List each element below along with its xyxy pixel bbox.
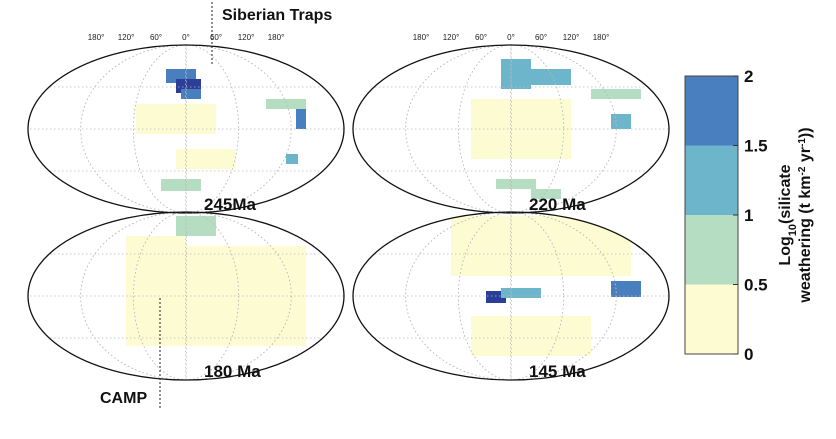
colorbar-label: Log10(silicate	[777, 164, 799, 265]
longitude-label: 60°	[150, 33, 162, 42]
map-outline	[27, 211, 345, 381]
map-outline	[352, 211, 670, 381]
longitude-label: 120°	[563, 33, 580, 42]
longitude-label: 0°	[182, 33, 190, 42]
weathering-patch	[266, 99, 306, 109]
label-part: ))	[797, 127, 814, 138]
colorbar-band	[685, 76, 738, 146]
longitude-label: 120°	[118, 33, 135, 42]
map-panel	[28, 212, 344, 380]
weathering-patch	[501, 59, 531, 89]
colorbar-tick-label: 2	[744, 67, 753, 86]
map-panel	[353, 45, 669, 213]
longitude-label: 60°	[210, 33, 222, 42]
weathering-patch	[126, 236, 186, 246]
label-part: weathering (t km	[797, 175, 814, 303]
weathering-patch	[501, 288, 541, 298]
weathering-patch	[611, 281, 641, 297]
colorbar-tick-label: 0	[744, 345, 753, 364]
colorbar-tick-label: 1.5	[744, 137, 768, 156]
longitude-label: 180°	[593, 33, 610, 42]
colorbar-band	[685, 145, 738, 215]
colorbar-band	[685, 215, 738, 285]
panel-label: 180 Ma	[204, 362, 261, 381]
colorbar-band	[685, 284, 738, 354]
map-panel	[28, 45, 344, 213]
longitude-label: 0°	[507, 33, 515, 42]
weathering-patch	[531, 189, 561, 199]
longitude-label: 180°	[268, 33, 285, 42]
weathering-patch	[126, 246, 306, 346]
maps: 245Ma 180° 120° 60° 0° 60° 120° 180° 220 Ma 180° 1…	[27, 33, 670, 381]
weathering-patch	[181, 89, 201, 99]
weathering-patch	[296, 109, 306, 129]
label-part: -2	[797, 166, 808, 175]
label-part: yr	[797, 147, 814, 167]
label-part: 10	[787, 224, 799, 236]
panel-label: 145 Ma	[529, 362, 586, 381]
colorbar: 0 0.5 1 1.5 2	[684, 67, 768, 364]
panel-label: 220 Ma	[529, 195, 586, 214]
colorbar-label: weathering (t km-2 yr-1))	[797, 127, 815, 303]
label-part: Log	[777, 236, 794, 265]
weathering-patch	[161, 179, 201, 191]
weathering-patch	[136, 104, 216, 134]
weathering-patch	[176, 216, 216, 236]
longitude-label: 180°	[413, 33, 430, 42]
label-part: -1	[797, 138, 808, 147]
longitude-label: 120°	[238, 33, 255, 42]
callout: Siberian Traps	[222, 7, 332, 24]
weathering-patch	[451, 216, 631, 276]
colorbar-tick-label: 0.5	[744, 276, 768, 295]
weathering-patch	[176, 149, 236, 169]
longitude-label: 120°	[443, 33, 460, 42]
longitude-label: 180°	[88, 33, 105, 42]
longitude-label: 60°	[475, 33, 487, 42]
callout: CAMP	[100, 390, 147, 407]
weathering-patch	[286, 154, 298, 164]
weathering-patch	[531, 69, 571, 85]
longitude-label: 60°	[535, 33, 547, 42]
label-part: (silicate	[777, 164, 794, 224]
weathering-patch	[591, 89, 641, 99]
colorbar-tick-label: 1	[744, 206, 753, 225]
weathering-patch	[611, 114, 631, 129]
panel-label: 245Ma	[204, 195, 257, 214]
weathering-patch	[496, 179, 536, 189]
weathering-patch	[471, 316, 591, 356]
